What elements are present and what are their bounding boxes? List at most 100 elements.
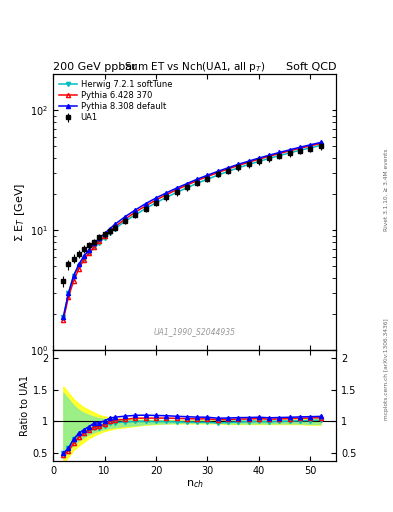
Pythia 6.428 370: [76, 266, 81, 272]
Pythia 8.308 default: [205, 172, 210, 178]
Herwig 7.2.1 softTune: [102, 234, 107, 241]
Herwig 7.2.1 softTune: [133, 211, 138, 218]
Herwig 7.2.1 softTune: [195, 180, 200, 186]
Pythia 8.308 default: [154, 195, 158, 201]
Pythia 8.308 default: [226, 165, 230, 171]
Pythia 8.308 default: [143, 201, 148, 207]
Pythia 8.308 default: [102, 230, 107, 237]
Pythia 6.428 370: [154, 197, 158, 203]
Herwig 7.2.1 softTune: [92, 244, 97, 250]
Pythia 6.428 370: [236, 162, 241, 168]
Text: Rivet 3.1.10, ≥ 3.4M events: Rivet 3.1.10, ≥ 3.4M events: [384, 148, 389, 231]
Pythia 6.428 370: [195, 178, 200, 184]
Pythia 6.428 370: [308, 143, 313, 149]
Pythia 8.308 default: [246, 158, 251, 164]
Pythia 8.308 default: [71, 272, 76, 279]
Pythia 8.308 default: [92, 240, 97, 246]
Pythia 8.308 default: [164, 190, 169, 196]
Pythia 8.308 default: [267, 152, 272, 158]
Herwig 7.2.1 softTune: [112, 226, 117, 232]
Pythia 8.308 default: [97, 235, 102, 241]
Pythia 6.428 370: [71, 278, 76, 284]
Pythia 6.428 370: [87, 250, 92, 256]
Pythia 8.308 default: [61, 314, 66, 320]
Herwig 7.2.1 softTune: [277, 153, 282, 159]
Herwig 7.2.1 softTune: [205, 176, 210, 182]
Pythia 8.308 default: [112, 221, 117, 227]
Pythia 8.308 default: [215, 168, 220, 175]
Text: UA1_1990_S2044935: UA1_1990_S2044935: [154, 328, 235, 336]
Pythia 8.308 default: [87, 247, 92, 253]
Pythia 8.308 default: [133, 207, 138, 213]
Pythia 8.308 default: [123, 214, 127, 220]
X-axis label: n$_{ch}$: n$_{ch}$: [185, 478, 204, 490]
Legend: Herwig 7.2.1 softTune, Pythia 6.428 370, Pythia 8.308 default, UA1: Herwig 7.2.1 softTune, Pythia 6.428 370,…: [57, 78, 174, 124]
Pythia 6.428 370: [66, 293, 71, 300]
Pythia 6.428 370: [92, 244, 97, 250]
Pythia 6.428 370: [318, 140, 323, 146]
Herwig 7.2.1 softTune: [226, 168, 230, 175]
Pythia 6.428 370: [133, 209, 138, 215]
Herwig 7.2.1 softTune: [257, 158, 261, 164]
Pythia 8.308 default: [287, 147, 292, 153]
Pythia 8.308 default: [277, 150, 282, 156]
Pythia 6.428 370: [82, 257, 86, 263]
Herwig 7.2.1 softTune: [123, 218, 127, 224]
Pythia 6.428 370: [226, 166, 230, 172]
Title: Sum ET vs Nch(UA1, all p$_{T}$): Sum ET vs Nch(UA1, all p$_{T}$): [124, 60, 265, 74]
Text: mcplots.cern.ch [arXiv:1306.3436]: mcplots.cern.ch [arXiv:1306.3436]: [384, 318, 389, 419]
Pythia 8.308 default: [298, 144, 302, 151]
Pythia 6.428 370: [246, 159, 251, 165]
Herwig 7.2.1 softTune: [236, 165, 241, 171]
Herwig 7.2.1 softTune: [215, 172, 220, 178]
Pythia 6.428 370: [184, 182, 189, 188]
Herwig 7.2.1 softTune: [318, 142, 323, 148]
Pythia 6.428 370: [61, 316, 66, 323]
Herwig 7.2.1 softTune: [267, 155, 272, 161]
Line: Pythia 8.308 default: Pythia 8.308 default: [61, 140, 323, 319]
Herwig 7.2.1 softTune: [61, 314, 66, 320]
Herwig 7.2.1 softTune: [71, 272, 76, 279]
Herwig 7.2.1 softTune: [97, 240, 102, 246]
Herwig 7.2.1 softTune: [287, 150, 292, 156]
Herwig 7.2.1 softTune: [298, 147, 302, 153]
Pythia 6.428 370: [298, 145, 302, 152]
Pythia 6.428 370: [143, 203, 148, 209]
Pythia 8.308 default: [174, 185, 179, 191]
Herwig 7.2.1 softTune: [164, 195, 169, 201]
Y-axis label: Ratio to UA1: Ratio to UA1: [20, 375, 30, 436]
Pythia 6.428 370: [97, 238, 102, 244]
Herwig 7.2.1 softTune: [76, 263, 81, 269]
Pythia 8.308 default: [195, 176, 200, 182]
Line: Pythia 6.428 370: Pythia 6.428 370: [61, 141, 323, 322]
Herwig 7.2.1 softTune: [154, 200, 158, 206]
Herwig 7.2.1 softTune: [308, 145, 313, 151]
Y-axis label: $\Sigma$ E$_{T}$ [GeV]: $\Sigma$ E$_{T}$ [GeV]: [13, 183, 27, 242]
Pythia 8.308 default: [66, 290, 71, 296]
Pythia 8.308 default: [257, 155, 261, 161]
Pythia 8.308 default: [318, 139, 323, 145]
Pythia 6.428 370: [277, 151, 282, 157]
Herwig 7.2.1 softTune: [66, 290, 71, 296]
Pythia 6.428 370: [102, 233, 107, 240]
Herwig 7.2.1 softTune: [143, 205, 148, 211]
Herwig 7.2.1 softTune: [246, 161, 251, 167]
Herwig 7.2.1 softTune: [184, 185, 189, 191]
Pythia 8.308 default: [82, 253, 86, 259]
Pythia 6.428 370: [205, 174, 210, 180]
Pythia 6.428 370: [215, 169, 220, 176]
Pythia 6.428 370: [257, 156, 261, 162]
Pythia 8.308 default: [308, 142, 313, 148]
Pythia 6.428 370: [107, 228, 112, 234]
Pythia 6.428 370: [174, 187, 179, 193]
Pythia 8.308 default: [107, 226, 112, 232]
Text: 200 GeV ppbar: 200 GeV ppbar: [53, 61, 137, 72]
Herwig 7.2.1 softTune: [82, 255, 86, 262]
Line: Herwig 7.2.1 softTune: Herwig 7.2.1 softTune: [61, 143, 323, 319]
Pythia 8.308 default: [76, 261, 81, 267]
Herwig 7.2.1 softTune: [174, 189, 179, 196]
Pythia 6.428 370: [112, 224, 117, 230]
Pythia 6.428 370: [164, 191, 169, 198]
Pythia 6.428 370: [267, 153, 272, 159]
Pythia 6.428 370: [123, 216, 127, 222]
